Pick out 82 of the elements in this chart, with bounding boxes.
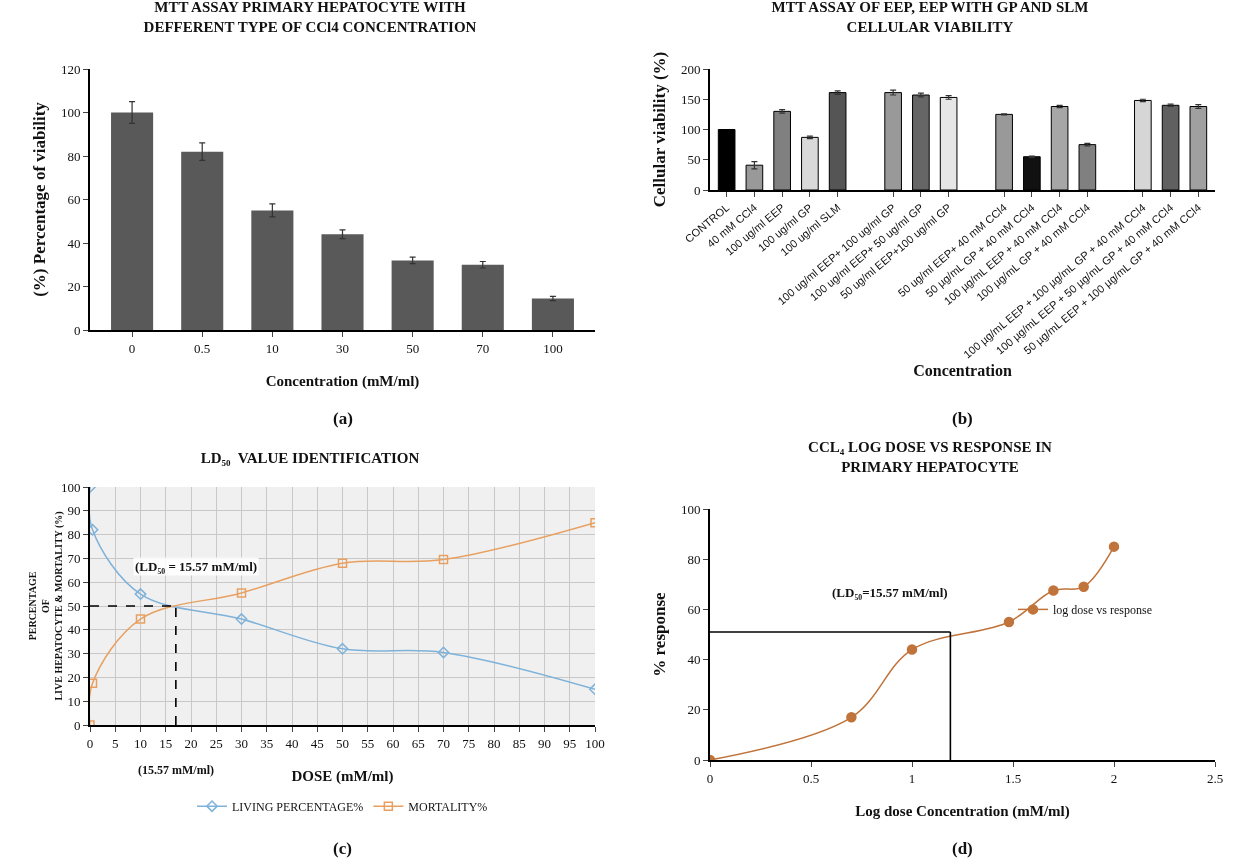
x-tick-label: 30 xyxy=(336,340,349,356)
y-tick-label: 200 xyxy=(680,61,701,77)
x-tick-label: 35 xyxy=(260,735,274,751)
y-tick-label: 100 xyxy=(60,105,81,121)
chart-title: CCL₄ LOG DOSE VS RESPONSE IN PRIMARY HEPATOCYTE xyxy=(808,439,1053,475)
y-tick-label: 20 xyxy=(687,702,701,718)
x-tick-label: 1 xyxy=(908,770,916,786)
x-tick-label: 20 xyxy=(184,735,198,751)
y-tick-label: 50 xyxy=(687,152,701,168)
y-tick-label: 40 xyxy=(67,622,81,638)
x-tick-label: 100 xyxy=(543,340,563,356)
legend-label: LIVING PERCENTAGE% xyxy=(232,799,364,814)
y-axis-title: PERCENTAGE OF LIVE HEPATOCYTE & MORTALITY (%) xyxy=(27,511,66,701)
y-tick-label: 100 xyxy=(60,479,81,495)
x-tick-label: 85 xyxy=(512,735,526,751)
x-tick-label: 80 xyxy=(487,735,501,751)
x-tick-label: 90 xyxy=(538,735,551,751)
x-tick-label: 1.5 xyxy=(1004,770,1022,786)
x-tick-label: 55 xyxy=(361,735,375,751)
x-axis-title: DOSE (mM/ml) xyxy=(291,768,394,785)
annotation: (LD₅₀=15.57 mM/ml) xyxy=(832,585,948,600)
y-tick-label: 80 xyxy=(687,551,701,567)
x-tick-label: 60 xyxy=(386,735,400,751)
x-tick-label: 40 xyxy=(285,735,299,751)
x-tick-label: 50 xyxy=(406,340,420,356)
y-axis-title: (%) Percentage of viability xyxy=(30,101,49,297)
text: (d) xyxy=(952,839,973,858)
x-tick-label: 25 xyxy=(209,735,223,751)
x-tick-label: 0.5 xyxy=(194,340,211,356)
x-tick-label: 10 xyxy=(134,735,147,751)
x-tick-label: 70 xyxy=(437,735,450,751)
y-tick-label: 0 xyxy=(73,322,81,338)
x-tick-label: 65 xyxy=(411,735,425,751)
text: (c) xyxy=(333,839,352,858)
y-tick-label: 100 xyxy=(680,501,701,517)
y-tick-label: 150 xyxy=(680,91,701,107)
y-tick-label: 70 xyxy=(67,550,81,566)
x-tick-label: 30 xyxy=(235,735,248,751)
x-tick-label: 5 xyxy=(112,735,119,751)
text: (b) xyxy=(952,409,973,428)
y-tick-label: 30 xyxy=(67,646,81,662)
text: (15.57 mM/ml) xyxy=(138,763,214,777)
chart-title: LD₅₀ VALUE IDENTIFICATION xyxy=(200,449,420,466)
legend-label: log dose vs response xyxy=(1053,603,1152,618)
x-tick-label: 70 xyxy=(476,340,490,356)
y-tick-label: 10 xyxy=(67,693,81,709)
y-tick-label: 80 xyxy=(67,527,81,543)
y-tick-label: 50 xyxy=(67,598,81,614)
y-tick-label: 0 xyxy=(73,717,81,733)
x-tick-label: 100 xyxy=(585,735,605,751)
x-axis-title: Log dose Concentration (mM/ml) xyxy=(855,803,1070,820)
x-tick-label: 75 xyxy=(462,735,476,751)
y-tick-label: 120 xyxy=(60,61,81,77)
x-axis-title: Concentration (mM/ml) xyxy=(265,373,420,390)
chart-title: MTT ASSAY PRIMARY HEPATOCYTE WITH DEFFERENT TYPE OF CCl4 CONCENTRATION xyxy=(143,0,477,35)
y-tick-label: 40 xyxy=(687,652,701,668)
x-tick-label: 2 xyxy=(1110,770,1118,786)
text: (a) xyxy=(333,409,353,428)
chart-title: MTT ASSAY OF EEP, EEP WITH GP AND SLM CELLULAR VIABILITY xyxy=(771,0,1089,35)
y-tick-label: 90 xyxy=(67,503,81,519)
x-tick-label: 0 xyxy=(128,340,136,356)
x-tick-label: 0 xyxy=(706,770,714,786)
y-tick-label: 0 xyxy=(693,182,701,198)
x-tick-label: 10 xyxy=(265,340,279,356)
annotation: (LD₅₀ = 15.57 mM/ml) xyxy=(135,559,258,574)
y-tick-label: 0 xyxy=(693,752,701,768)
x-tick-label: 2.5 xyxy=(1206,770,1224,786)
y-tick-label: 80 xyxy=(67,148,81,164)
legend-label: MORTALITY% xyxy=(408,799,488,814)
x-tick-label: 95 xyxy=(563,735,577,751)
x-tick-label: 45 xyxy=(310,735,324,751)
x-axis-title: Concentration xyxy=(913,362,1012,380)
y-tick-label: 60 xyxy=(67,574,81,590)
y-tick-label: 20 xyxy=(67,669,81,685)
y-axis-title: % response xyxy=(650,591,669,677)
x-tick-label: 0.5 xyxy=(802,770,820,786)
y-axis-title: Cellular viability (%) xyxy=(650,51,669,208)
x-tick-label: 15 xyxy=(159,735,173,751)
x-tick-label: 50 xyxy=(336,735,349,751)
y-tick-label: 100 xyxy=(680,122,701,138)
y-tick-label: 60 xyxy=(687,601,701,617)
x-tick-label: 0 xyxy=(86,735,94,751)
